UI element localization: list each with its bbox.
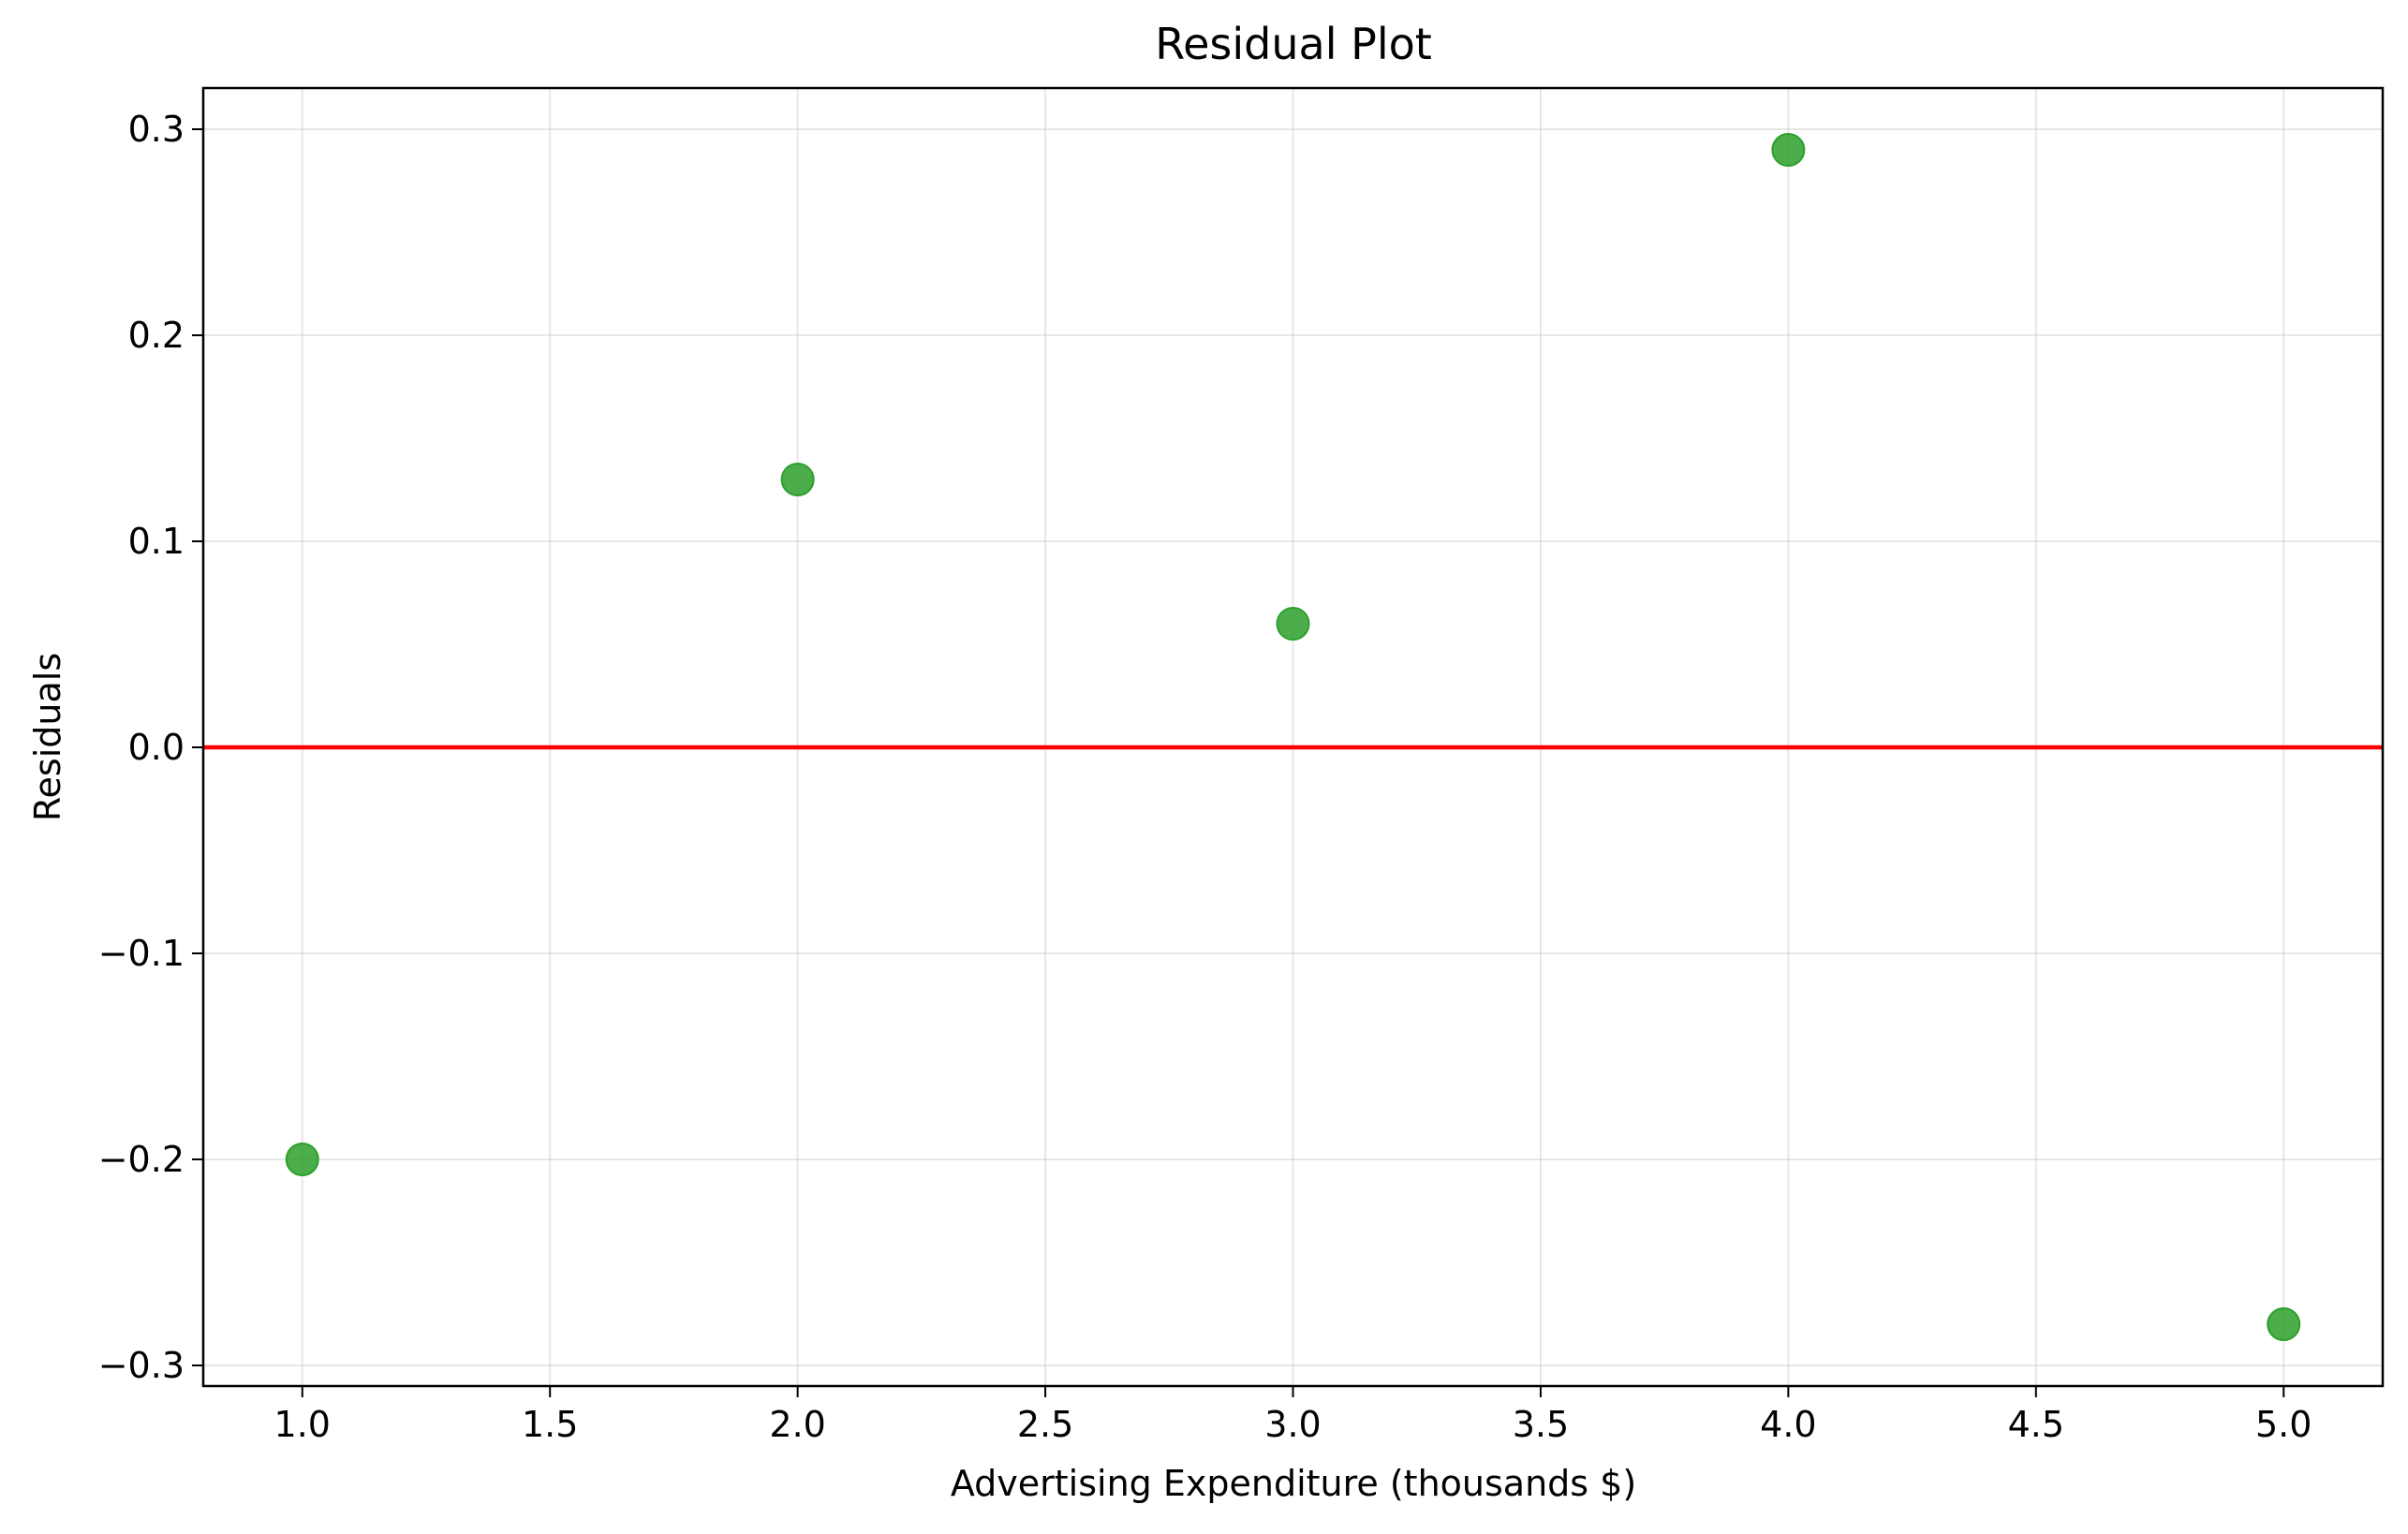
x-tick-label: 4.0 [1760, 1404, 1816, 1445]
residual-point [2267, 1307, 2301, 1341]
y-tick-label: −0.3 [98, 1345, 185, 1386]
y-tick-label: 0.0 [128, 727, 185, 768]
x-tick-label: 2.5 [1017, 1404, 1073, 1445]
y-tick-label: 0.2 [128, 315, 185, 356]
chart-title: Residual Plot [1155, 19, 1432, 69]
x-axis-ticks: 1.0 1.5 2.0 2.5 3.0 3.5 4.0 4.5 5.0 [274, 1386, 2312, 1445]
residual-point [1771, 133, 1806, 167]
residual-point [285, 1143, 319, 1176]
y-tick-label: 0.3 [128, 109, 185, 150]
y-axis-ticks: −0.3 −0.2 −0.1 0.0 0.1 0.2 0.3 [98, 109, 203, 1386]
x-tick-label: 5.0 [2255, 1404, 2312, 1445]
x-tick-label: 3.0 [1264, 1404, 1321, 1445]
y-axis-label: Residuals [27, 653, 68, 821]
residual-point [1276, 607, 1310, 641]
y-tick-label: −0.1 [98, 933, 185, 974]
y-tick-label: −0.2 [98, 1139, 185, 1180]
x-tick-label: 1.5 [522, 1404, 578, 1445]
x-tick-label: 2.0 [769, 1404, 825, 1445]
x-tick-label: 3.5 [1513, 1404, 1569, 1445]
points-layer [285, 133, 2301, 1341]
y-tick-label: 0.1 [128, 521, 185, 562]
x-tick-label: 4.5 [2008, 1404, 2064, 1445]
x-tick-label: 1.0 [274, 1404, 331, 1445]
x-axis-label: Advertising Expenditure (thousands $) [951, 1463, 1636, 1504]
residual-point [780, 463, 815, 496]
